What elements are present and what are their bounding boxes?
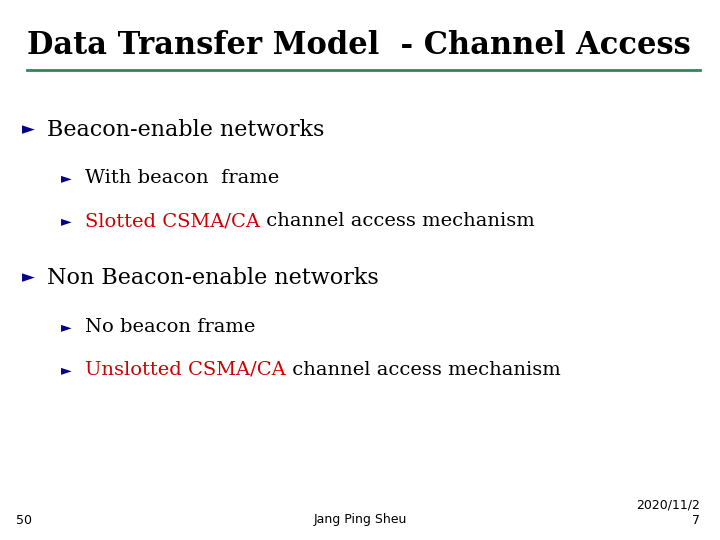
Text: 2020/11/2
7: 2020/11/2 7 xyxy=(636,498,700,526)
Text: ►: ► xyxy=(61,171,72,185)
Text: ►: ► xyxy=(61,320,72,334)
Text: ►: ► xyxy=(61,363,72,377)
Text: Non Beacon-enable networks: Non Beacon-enable networks xyxy=(47,267,379,289)
Text: Unslotted CSMA/CA: Unslotted CSMA/CA xyxy=(85,361,286,379)
Text: Jang Ping Sheu: Jang Ping Sheu xyxy=(313,514,407,526)
Text: Beacon-enable networks: Beacon-enable networks xyxy=(47,119,324,140)
Text: ►: ► xyxy=(22,269,35,287)
Text: No beacon frame: No beacon frame xyxy=(85,318,256,336)
Text: channel access mechanism: channel access mechanism xyxy=(260,212,535,231)
Text: ►: ► xyxy=(22,121,35,138)
Text: 50: 50 xyxy=(16,514,32,526)
Text: ►: ► xyxy=(61,214,72,228)
Text: Slotted CSMA/CA: Slotted CSMA/CA xyxy=(85,212,260,231)
Text: Data Transfer Model  - Channel Access: Data Transfer Model - Channel Access xyxy=(27,30,691,60)
Text: With beacon  frame: With beacon frame xyxy=(85,169,279,187)
Text: channel access mechanism: channel access mechanism xyxy=(286,361,560,379)
